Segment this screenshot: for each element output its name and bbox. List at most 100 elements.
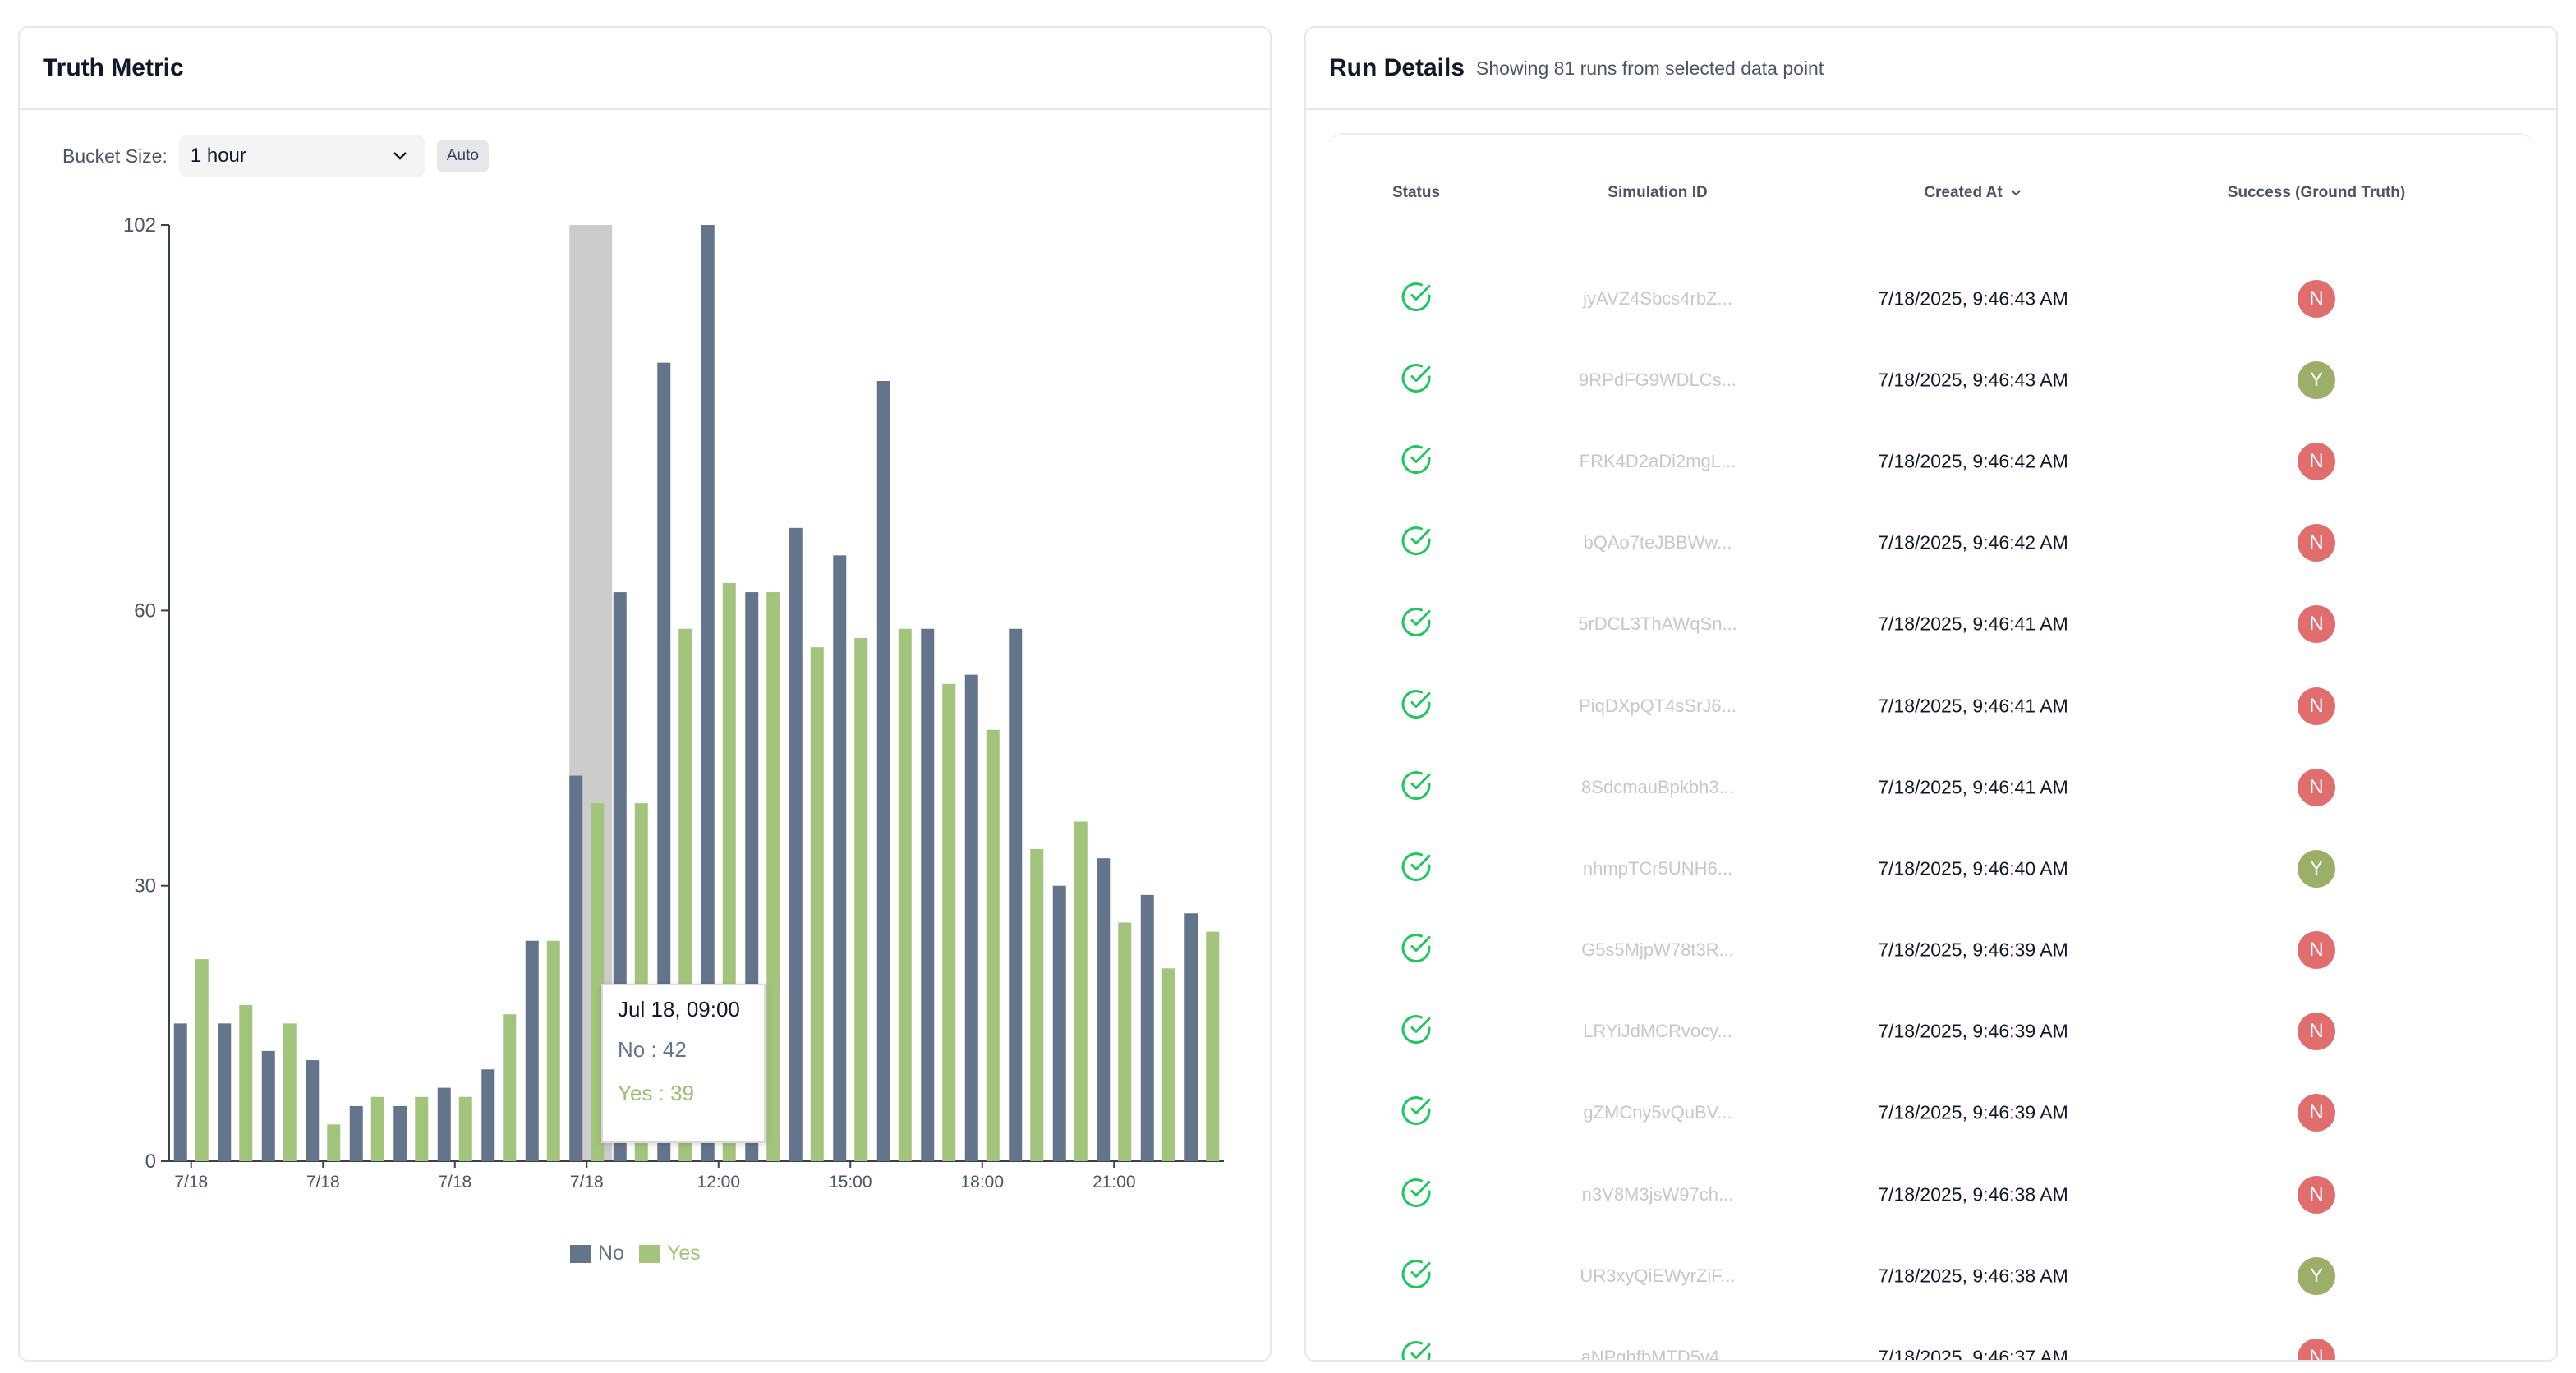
bar-no: [1140, 894, 1154, 1161]
table-row[interactable]: n3V8M3jsW97ch... 7/18/2025, 9:46:38 AM N: [1327, 1154, 2535, 1235]
bar-no: [306, 1060, 320, 1161]
simulation-id[interactable]: FRK4D2aDi2mgL...: [1579, 450, 1736, 471]
status-cell: [1400, 280, 1433, 317]
column-header-created-at[interactable]: Created At: [1924, 184, 2022, 202]
status-cell: [1400, 850, 1433, 887]
x-tick-label: 21:00: [1092, 1173, 1136, 1192]
created-at: 7/18/2025, 9:46:43 AM: [1878, 369, 2068, 391]
bar-no: [437, 1087, 451, 1161]
run-details-panel: Run Details Showing 81 runs from selecte…: [1304, 26, 2558, 1362]
table-row[interactable]: aNPghfbMTD5y4... 7/18/2025, 9:46:37 AM N: [1327, 1316, 2535, 1362]
table-row[interactable]: 9RPdFG9WDLCs... 7/18/2025, 9:46:43 AM Y: [1327, 339, 2535, 420]
table-row[interactable]: bQAo7teJBBWw... 7/18/2025, 9:46:42 AM N: [1327, 503, 2535, 584]
simulation-id[interactable]: aNPghfbMTD5y4...: [1580, 1347, 1735, 1362]
bar-no: [964, 674, 978, 1161]
check-circle-icon: [1401, 1341, 1431, 1360]
tooltip-no-value: No : 42: [618, 1037, 687, 1062]
truth-metric-chart: 0 30 60 102 7/18 7/18 7/18 7/18 12:00 15:00 18:00 2…: [123, 214, 1224, 1192]
bar-no: [789, 527, 803, 1161]
simulation-id[interactable]: UR3xyQiEWyrZiF...: [1580, 1265, 1736, 1286]
bar-no: [833, 555, 847, 1161]
table-body: jyAVZ4Sbcs4rbZ... 7/18/2025, 9:46:43 AM N 9…: [1327, 258, 2535, 1362]
success-badge: N: [2298, 605, 2335, 644]
x-tick-label: 18:00: [960, 1173, 1004, 1192]
bar-yes: [239, 1005, 253, 1161]
success-badge: N: [2298, 524, 2335, 563]
created-at: 7/18/2025, 9:46:43 AM: [1878, 287, 2068, 310]
status-cell: [1400, 769, 1433, 806]
success-cell: Y: [2298, 360, 2335, 399]
x-tick-label: 12:00: [697, 1173, 740, 1192]
status-cell: [1400, 1176, 1433, 1213]
bar-yes: [1206, 931, 1220, 1161]
status-cell: [1400, 606, 1433, 643]
created-at: 7/18/2025, 9:46:37 AM: [1878, 1346, 2068, 1362]
table-row[interactable]: LRYiJdMCRvocy... 7/18/2025, 9:46:39 AM N: [1327, 991, 2535, 1072]
chart-legend: No Yes: [570, 1242, 715, 1265]
bar-no: [876, 381, 890, 1161]
table-row[interactable]: gZMCny5vQuBV... 7/18/2025, 9:46:39 AM N: [1327, 1072, 2535, 1154]
y-tick-label: 60: [134, 599, 156, 622]
truth-metric-header: Truth Metric: [20, 28, 1270, 110]
bar-no: [261, 1050, 275, 1161]
table-row[interactable]: PiqDXpQT4sSrJ6... 7/18/2025, 9:46:41 AM N: [1327, 665, 2535, 746]
success-cell: N: [2298, 279, 2335, 318]
table-row[interactable]: nhmpTCr5UNH6... 7/18/2025, 9:46:40 AM Y: [1327, 828, 2535, 909]
legend-label-yes: Yes: [666, 1242, 701, 1265]
bar-yes: [503, 1014, 517, 1161]
table-row[interactable]: 5rDCL3ThAWqSn... 7/18/2025, 9:46:41 AM N: [1327, 584, 2535, 665]
bar-no: [525, 940, 539, 1161]
bar-yes: [415, 1096, 429, 1161]
y-tick-label: 102: [123, 214, 156, 236]
success-badge: N: [2298, 768, 2335, 806]
simulation-id[interactable]: bQAo7teJBBWw...: [1583, 532, 1732, 553]
column-header-simulation-id: Simulation ID: [1608, 184, 1708, 201]
x-tick-label: 15:00: [829, 1173, 872, 1192]
legend-label-no: No: [598, 1242, 624, 1265]
success-cell: N: [2298, 1339, 2335, 1360]
status-cell: [1400, 1257, 1433, 1294]
bar-no: [569, 775, 583, 1161]
simulation-id[interactable]: gZMCny5vQuBV...: [1583, 1102, 1732, 1123]
simulation-id[interactable]: G5s5MjpW78t3R...: [1581, 939, 1734, 961]
success-cell: N: [2298, 524, 2335, 563]
bar-no: [1052, 885, 1066, 1161]
chevron-down-icon: [393, 152, 407, 160]
column-header-status: Status: [1392, 184, 1441, 201]
simulation-id[interactable]: n3V8M3jsW97ch...: [1581, 1183, 1734, 1205]
simulation-id[interactable]: 5rDCL3ThAWqSn...: [1578, 613, 1737, 635]
table-row[interactable]: UR3xyQiEWyrZiF... 7/18/2025, 9:46:38 AM Y: [1327, 1235, 2535, 1316]
simulation-id[interactable]: PiqDXpQT4sSrJ6...: [1579, 695, 1736, 716]
success-badge: N: [2298, 1094, 2335, 1132]
x-tick-label: 7/18: [438, 1173, 472, 1192]
table-row[interactable]: 8SdcmauBpkbh3... 7/18/2025, 9:46:41 AM N: [1327, 746, 2535, 828]
status-cell: [1400, 525, 1433, 562]
bar-no: [1009, 628, 1023, 1161]
table-row[interactable]: FRK4D2aDi2mgL... 7/18/2025, 9:46:42 AM N: [1327, 420, 2535, 502]
truth-metric-title: Truth Metric: [43, 54, 184, 81]
status-cell: [1400, 443, 1433, 480]
legend-item-yes[interactable]: Yes: [638, 1242, 701, 1265]
y-tick-label: 0: [145, 1150, 156, 1173]
created-at: 7/18/2025, 9:46:38 AM: [1878, 1265, 2068, 1287]
simulation-id[interactable]: jyAVZ4Sbcs4rbZ...: [1583, 287, 1732, 309]
status-cell: [1400, 361, 1433, 398]
created-at: 7/18/2025, 9:46:39 AM: [1878, 1101, 2068, 1123]
bar-no: [921, 628, 935, 1161]
table-row[interactable]: jyAVZ4Sbcs4rbZ... 7/18/2025, 9:46:43 AM N: [1327, 258, 2535, 339]
created-at: 7/18/2025, 9:46:42 AM: [1878, 450, 2068, 472]
simulation-id[interactable]: 9RPdFG9WDLCs...: [1579, 369, 1736, 390]
simulation-id[interactable]: 8SdcmauBpkbh3...: [1581, 776, 1734, 797]
legend-item-no[interactable]: No: [570, 1242, 624, 1265]
simulation-id[interactable]: LRYiJdMCRvocy...: [1583, 1021, 1732, 1042]
bar-yes: [1074, 821, 1088, 1161]
success-cell: N: [2298, 1175, 2335, 1214]
bucket-size-select[interactable]: 1 hour: [178, 135, 426, 177]
bar-no: [657, 362, 671, 1161]
run-details-header: Run Details Showing 81 runs from selecte…: [1306, 28, 2556, 110]
simulation-id[interactable]: nhmpTCr5UNH6...: [1582, 857, 1733, 879]
auto-bucket-button[interactable]: Auto: [436, 140, 489, 172]
check-circle-icon: [1401, 934, 1431, 963]
x-tick-label: 7/18: [174, 1173, 208, 1192]
table-row[interactable]: G5s5MjpW78t3R... 7/18/2025, 9:46:39 AM N: [1327, 910, 2535, 991]
